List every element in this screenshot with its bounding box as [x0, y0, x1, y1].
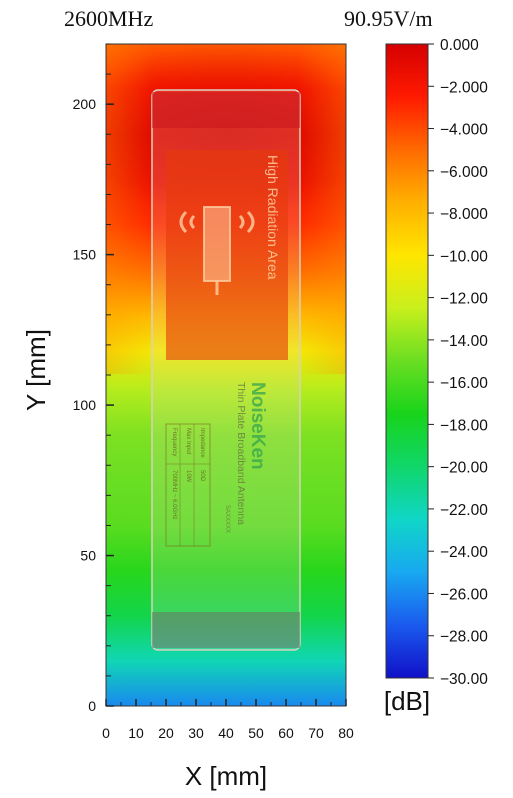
colorbar-tick-label: −10.00 — [440, 248, 488, 265]
y-tick-label: 200 — [73, 96, 97, 112]
spec-value: 700MHz ~ 6.0GHz — [171, 470, 177, 520]
spec-value: 10W — [185, 470, 191, 483]
colorbar-tick-label: −12.00 — [440, 291, 488, 308]
y-tick-label: 50 — [80, 548, 96, 564]
y-tick-label: 0 — [88, 698, 96, 714]
antenna-overlay: High Radiation Area NoiseKen Thin Plate … — [151, 89, 301, 651]
antenna-icon — [179, 206, 255, 295]
spec-label: Max Input — [185, 428, 191, 455]
colorbar-tick-label: −2.000 — [440, 79, 488, 96]
x-tick-label: 70 — [308, 725, 324, 741]
x-tick-label: 80 — [338, 725, 354, 741]
colorbar-tick-label: −8.000 — [440, 206, 488, 223]
x-tick-label: 0 — [102, 725, 110, 741]
antenna-top-strip — [152, 92, 300, 128]
colorbar-tick-label: −24.00 — [440, 544, 488, 561]
spec-label: Frequency — [171, 428, 177, 456]
brand-logo: NoiseKen — [247, 382, 268, 470]
x-tick-label: 20 — [158, 725, 174, 741]
x-tick-label: 40 — [218, 725, 234, 741]
antenna-bottom-strip — [152, 612, 300, 648]
colorbar — [385, 43, 429, 679]
colorbar-tick-label: −26.00 — [440, 586, 488, 603]
colorbar-tick-label: −22.00 — [440, 502, 488, 519]
spec-value: 50Ω — [199, 470, 205, 482]
colorbar-tick-label: −14.00 — [440, 333, 488, 350]
colorbar-tick-label: −28.00 — [440, 629, 488, 646]
product-name: Thin Plate Broadband Antenna — [235, 382, 247, 525]
warning-text: High Radiation Area — [265, 155, 281, 280]
y-tick-label: 100 — [73, 397, 97, 413]
colorbar-unit: [dB] — [384, 686, 430, 716]
x-tick-label: 50 — [248, 725, 264, 741]
max-field-label: 90.95V/m — [344, 6, 433, 31]
colorbar-tick-label: −16.00 — [440, 375, 488, 392]
model-code: SAXXXXX — [224, 505, 230, 533]
frequency-label: 2600MHz — [64, 6, 154, 31]
y-axis: 0 50 100 150 200 — [73, 43, 114, 714]
colorbar-tick-label: −20.00 — [440, 460, 488, 477]
colorbar-tick-label: −6.000 — [440, 164, 488, 181]
colorbar-tick-label: −18.00 — [440, 417, 488, 434]
x-tick-label: 10 — [128, 725, 144, 741]
spec-box — [165, 423, 211, 547]
x-tick-label: 60 — [278, 725, 294, 741]
x-tick-label: 30 — [188, 725, 204, 741]
spec-label: Impedance — [199, 428, 205, 458]
x-axis-label: X [mm] — [185, 761, 267, 791]
colorbar-tick-label: −4.000 — [440, 122, 488, 139]
x-axis: 0 10 20 30 40 50 60 70 80 — [102, 699, 354, 741]
y-tick-label: 150 — [73, 247, 97, 263]
colorbar-tick-label: 0.000 — [440, 37, 479, 54]
colorbar-tick-label: −30.00 — [440, 671, 488, 688]
y-axis-label: Y [mm] — [21, 329, 51, 411]
colorbar-ticks: 0.000 −2.000 −4.000 −6.000 −8.000 −10.00 −12.0… — [428, 37, 488, 688]
